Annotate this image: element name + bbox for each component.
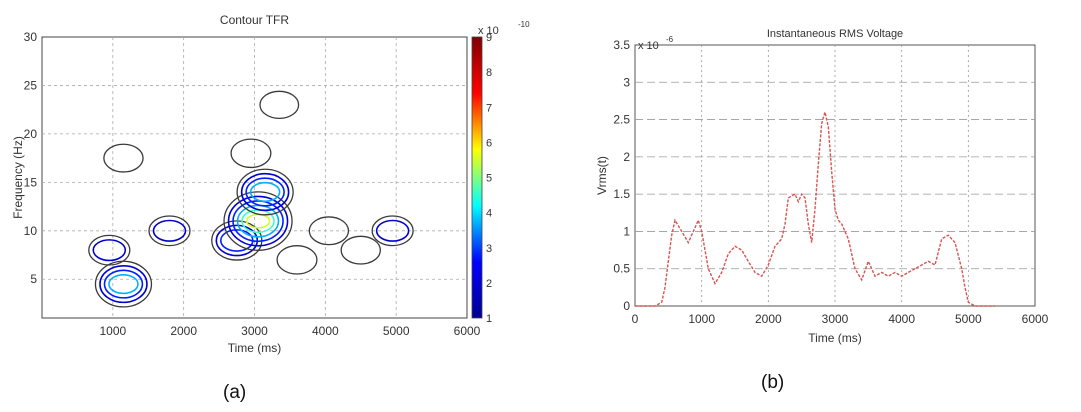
colorbar-tick-label: 1 — [486, 313, 492, 325]
y-tick-label: 10 — [24, 224, 38, 238]
caption-b: (b) — [761, 372, 784, 394]
rms-voltage-chart: 0 1000 2000 3000 4000 5000 6000 0 0.5 1 1.5 2 2.5 3 3.… — [595, 28, 1049, 345]
y-tick-label: 0.5 — [613, 262, 630, 276]
x-tick-label: 0 — [632, 312, 639, 326]
y-tick-label: 1.5 — [613, 187, 630, 201]
y-tick-label: 2 — [623, 150, 630, 164]
colorbar-tick-label: 8 — [486, 67, 492, 79]
y-exponent: -6 — [666, 35, 674, 44]
y-tick-label: 25 — [24, 78, 38, 92]
x-tick-label: 6000 — [454, 324, 481, 338]
x-tick-label: 4000 — [888, 312, 915, 326]
colorbar-tick-label: 6 — [486, 137, 492, 149]
x-tick-label: 5000 — [955, 312, 982, 326]
colorbar-exponent: -10 — [518, 20, 530, 29]
y-tick-label: 3.5 — [613, 38, 630, 52]
colorbar-tick-label: 4 — [486, 208, 492, 220]
y-axis-label: Frequency (Hz) — [11, 136, 25, 219]
x-tick-label: 6000 — [1022, 312, 1049, 326]
x-tick-label: 2000 — [170, 324, 197, 338]
y-tick-label: 3 — [623, 75, 630, 89]
chart-title: Contour TFR — [220, 13, 289, 27]
y-multiplier: x 10 — [638, 40, 659, 52]
y-tick-label: 20 — [24, 127, 38, 141]
x-axis-label: Time (ms) — [228, 341, 282, 355]
colorbar-tick-label: 3 — [486, 243, 492, 255]
x-tick-label: 2000 — [755, 312, 782, 326]
x-tick-label: 3000 — [241, 324, 268, 338]
y-axis-label: Vrms(t) — [595, 156, 609, 195]
y-tick-label: 1 — [623, 224, 630, 238]
colorbar-tick-label: 2 — [486, 278, 492, 290]
x-tick-label: 4000 — [312, 324, 339, 338]
colorbar-tick-label: 7 — [486, 102, 492, 114]
colorbar — [472, 37, 482, 318]
x-tick-label: 5000 — [383, 324, 410, 338]
x-axis-label: Time (ms) — [808, 331, 862, 345]
caption-a: (a) — [223, 382, 246, 404]
y-tick-label: 15 — [24, 175, 38, 189]
chart-title: Instantaneous RMS Voltage — [767, 28, 903, 40]
y-tick-label: 30 — [24, 30, 38, 44]
contour-tfr-chart: 1000 2000 3000 4000 5000 600051015202530Conto… — [11, 13, 530, 355]
x-tick-label: 1000 — [99, 324, 126, 338]
x-tick-label: 1000 — [688, 312, 715, 326]
y-tick-label: 2.5 — [613, 113, 630, 127]
colorbar-multiplier: x 10 — [478, 25, 499, 37]
y-tick-label: 5 — [30, 272, 37, 286]
y-tick-label: 0 — [623, 299, 630, 313]
colorbar-tick-label: 5 — [486, 173, 492, 185]
x-tick-label: 3000 — [822, 312, 849, 326]
